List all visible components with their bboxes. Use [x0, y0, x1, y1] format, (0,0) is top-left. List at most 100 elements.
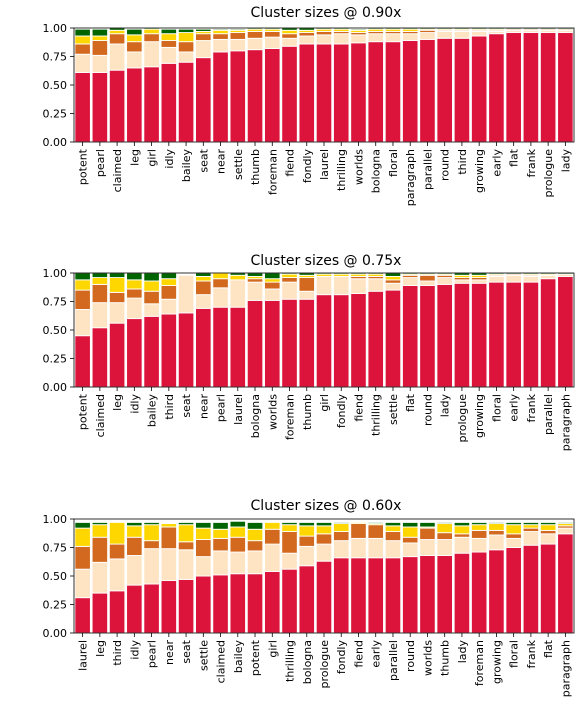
x-tick-label: laurel	[232, 394, 245, 425]
bar-segment-claimed-4	[91, 277, 109, 285]
x-tick-label: potent	[77, 148, 90, 185]
bar-segment-pearl-3	[143, 540, 160, 550]
x-tick-label: girl	[146, 149, 159, 167]
bar-segment-seat-1	[177, 312, 195, 388]
bar-segment-idly-1	[160, 62, 178, 143]
x-tick-label: idly	[163, 149, 176, 169]
bar-segment-bologna-1	[367, 41, 384, 143]
bar-segment-laurel-1	[315, 43, 333, 143]
bar-segment-bologna-4	[298, 525, 315, 537]
bar-segment-potent-5	[74, 28, 91, 37]
bar-segment-pearl-3	[212, 278, 229, 289]
bar-segment-parallel-1	[419, 38, 436, 143]
bar-segment-near-3	[160, 526, 178, 550]
x-tick-label: third	[111, 640, 124, 666]
x-tick-label: round	[421, 394, 434, 426]
bar-segment-bailey-4	[143, 280, 160, 292]
bar-segment-thrilling-2	[333, 33, 350, 45]
subplot-3-title: Cluster sizes @ 0.60x	[251, 498, 402, 514]
bar-segment-potent-1	[74, 72, 91, 143]
x-tick-label: potent	[77, 393, 90, 430]
x-tick-label: foreman	[266, 149, 279, 195]
bar-segment-floral-1	[384, 41, 402, 143]
bar-segment-leg-5	[108, 272, 126, 279]
bar-segment-near-1	[160, 580, 178, 634]
bar-segment-floral-5	[505, 521, 522, 526]
bar-segment-fondly-1	[333, 294, 350, 388]
x-axis: potent claimed leg idly bailey third seat near p…	[77, 387, 572, 451]
x-tick-label: fiend	[284, 149, 297, 177]
bar-segment-early-2	[505, 274, 522, 283]
bar-segment-thrilling-3	[281, 531, 298, 554]
bar-segment-thumb-1	[246, 49, 264, 143]
y-axis: 0.00 0.25 0.50 0.75 1.00	[43, 267, 74, 394]
bar-segment-foreman-1	[281, 298, 298, 388]
bar-segment-lady-5	[453, 521, 471, 527]
x-tick-label: flat	[404, 393, 417, 412]
x-tick-label: seat	[180, 393, 193, 417]
bar-segment-round-2	[419, 280, 436, 286]
bar-segment-settle-2	[384, 282, 402, 291]
bar-segment-idly-1	[126, 318, 143, 388]
bar-segment-laurel-2	[229, 279, 246, 308]
bar-segment-girl-4	[143, 28, 160, 35]
bar-segment-thumb-2	[246, 37, 264, 51]
bar-segment-leg-1	[126, 67, 143, 143]
x-tick-label: floral	[387, 149, 400, 177]
bar-segment-pearl-1	[143, 583, 160, 634]
bar-segment-seat-3	[177, 541, 195, 551]
bar-segment-frank-4	[522, 524, 540, 529]
bar-segment-floral-3	[505, 533, 522, 539]
bar-segment-round-3	[419, 274, 436, 282]
x-tick-label: foreman	[284, 394, 297, 440]
bar-segment-laurel-1	[74, 597, 91, 634]
bar-segment-bailey-1	[143, 315, 160, 388]
x-tick-label: settle	[387, 394, 400, 425]
bar-segment-third-1	[108, 590, 126, 634]
bar-segment-worlds-1	[350, 42, 367, 143]
x-tick-label: growing	[473, 149, 486, 193]
bar-segment-worlds-2	[264, 288, 281, 301]
bars	[74, 27, 574, 143]
x-tick-label: girl	[266, 640, 279, 658]
bar-segment-idly-4	[126, 525, 143, 538]
bar-segment-lady-2	[453, 536, 471, 554]
x-tick-label: paragraph	[559, 640, 572, 697]
bar-segment-potent-5	[74, 272, 91, 281]
y-tick-label: 0.50	[43, 79, 68, 92]
x-tick-label: growing	[473, 394, 486, 438]
bar-segment-lady-1	[436, 283, 453, 388]
bar-segment-idly-5	[126, 521, 143, 527]
bar-segment-lady-1	[557, 32, 574, 143]
bar-segment-early-5	[367, 521, 384, 525]
x-axis: potent pearl claimed leg girl idly bailey seat n…	[77, 142, 572, 206]
bar-segment-thrilling-1	[333, 43, 350, 143]
bar-segment-claimed-1	[91, 327, 109, 388]
bar-segment-claimed-3	[108, 33, 126, 45]
bar-segment-bologna-2	[367, 33, 384, 43]
y-tick-label: 0.25	[43, 353, 68, 366]
bar-segment-settle-1	[229, 50, 246, 143]
x-tick-label: idly	[128, 640, 141, 660]
bar-segment-seat-2	[195, 40, 212, 59]
bar-segment-settle-5	[384, 272, 402, 277]
bar-segment-thrilling-1	[281, 568, 298, 634]
bar-segment-fondly-2	[333, 540, 350, 559]
bar-segment-idly-3	[126, 536, 143, 556]
x-tick-label: near	[163, 640, 176, 665]
bar-segment-leg-3	[91, 536, 109, 563]
bar-segment-bologna-2	[246, 281, 264, 301]
bar-segment-thrilling-5	[281, 521, 298, 526]
x-tick-label: floral	[508, 640, 521, 668]
x-tick-label: bailey	[232, 640, 245, 674]
x-tick-label: frank	[525, 148, 538, 177]
bar-segment-paragraph-2	[402, 33, 419, 41]
bar-segment-bailey-3	[177, 41, 195, 53]
bar-segment-seat-4	[177, 524, 195, 543]
bar-segment-round-2	[436, 30, 453, 39]
bar-segment-foreman-2	[470, 537, 488, 553]
bar-segment-girl-2	[264, 543, 281, 572]
bar-segment-prologue-5	[315, 521, 333, 527]
bar-segment-fiend-4	[350, 521, 367, 525]
